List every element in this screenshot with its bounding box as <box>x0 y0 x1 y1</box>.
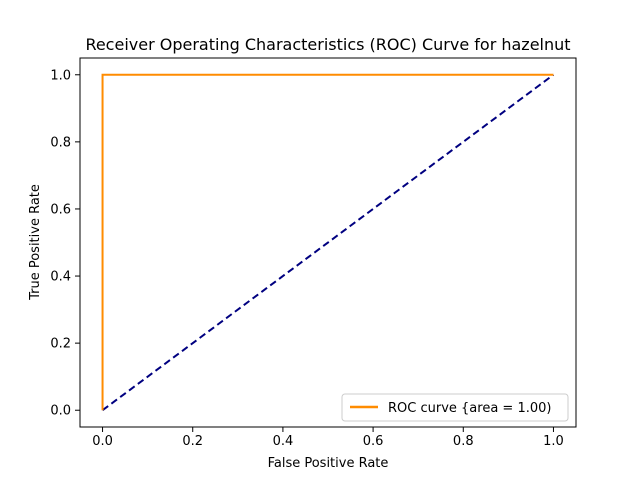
x-tick-label: 1.0 <box>543 434 564 449</box>
series-layer <box>101 73 555 412</box>
x-tick-label: 0.8 <box>453 434 474 449</box>
legend: ROC curve {area = 1.00) <box>341 393 569 422</box>
legend-label-roc: ROC curve {area = 1.00) <box>388 401 551 416</box>
x-tick-label: 0.0 <box>92 434 113 449</box>
x-axis: 0.0 0.2 0.4 0.6 0.8 1.0 <box>92 427 564 449</box>
x-axis-title: False Positive Rate <box>268 456 389 471</box>
y-tick-label: 0.2 <box>50 337 71 352</box>
legend-box <box>341 393 569 422</box>
x-tick-label: 0.2 <box>182 434 203 449</box>
y-tick-label: 0.4 <box>50 270 71 285</box>
y-tick-label: 0.0 <box>50 404 71 419</box>
roc-curve-line <box>101 73 554 411</box>
chart-title: Receiver Operating Characteristics (ROC)… <box>85 35 570 54</box>
x-tick-label: 0.4 <box>273 434 294 449</box>
y-tick-label: 0.6 <box>50 202 71 217</box>
plot-area <box>79 57 577 428</box>
y-tick-label: 1.0 <box>50 68 71 83</box>
y-axis-title: True Positive Rate <box>28 184 43 301</box>
y-tick-label: 0.8 <box>50 135 71 150</box>
y-axis: 0.0 0.2 0.4 0.6 0.8 1.0 <box>50 68 80 419</box>
x-tick-label: 0.6 <box>363 434 384 449</box>
chance-line <box>101 73 555 412</box>
